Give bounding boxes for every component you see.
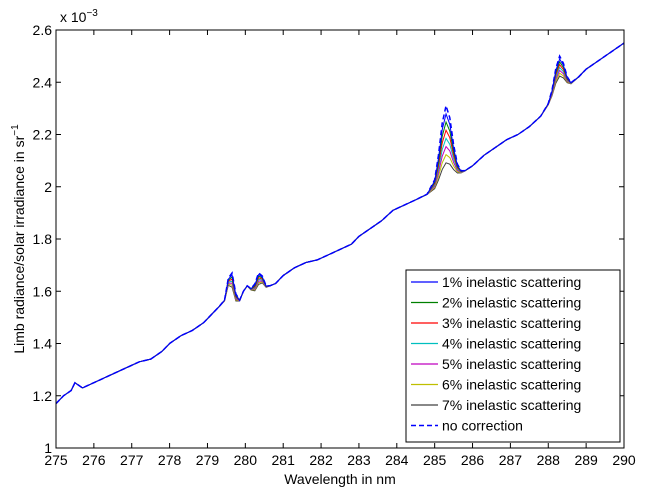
legend-label: 4% inelastic scattering [442, 336, 581, 352]
x-tick-label: 279 [196, 452, 220, 468]
y-tick-label: 2.6 [33, 22, 53, 38]
x-tick-label: 289 [574, 452, 598, 468]
x-tick-label: 287 [499, 452, 523, 468]
y-axis-label: Limb radiance/solar irradiance in sr−1 [10, 124, 27, 354]
y-tick-label: 1 [44, 440, 52, 456]
x-tick-label: 283 [347, 452, 371, 468]
y-axis-label-main: Limb radiance/solar irradiance in sr [11, 135, 27, 353]
legend-label: 3% inelastic scattering [442, 315, 581, 331]
series-layer [56, 42, 624, 405]
y-exponent-power: −3 [86, 8, 98, 19]
x-tick-label: 277 [120, 452, 144, 468]
y-tick-label: 2.4 [33, 74, 53, 90]
y-tick-label: 1.4 [33, 336, 53, 352]
y-axis-label-superscript: −1 [10, 124, 21, 136]
y-tick-label: 1.8 [33, 231, 53, 247]
x-tick-label: 276 [82, 452, 106, 468]
y-tick-label: 1.2 [33, 388, 53, 404]
legend-label: 7% inelastic scattering [442, 397, 581, 413]
x-tick-label: 281 [272, 452, 296, 468]
x-tick-label: 282 [309, 452, 333, 468]
y-tick-label: 2 [44, 179, 52, 195]
legend-label: 1% inelastic scattering [442, 274, 581, 290]
legend-label: 6% inelastic scattering [442, 377, 581, 393]
legend-label: no correction [442, 418, 523, 434]
x-tick-label: 286 [461, 452, 485, 468]
legend: 1% inelastic scattering 2% inelastic scat… [405, 269, 621, 443]
x-axis-label: Wavelength in nm [284, 471, 396, 487]
x-tick-label: 275 [44, 452, 68, 468]
x-tick-label: 284 [385, 452, 409, 468]
legend-label: 5% inelastic scattering [442, 356, 581, 372]
y-exponent-base: x 10 [60, 9, 87, 25]
x-ticks: 275 276 277 278 279 280 281 282 283 284 285 286 287 2… [44, 30, 636, 468]
series-line [56, 42, 624, 405]
x-tick-label: 278 [158, 452, 182, 468]
x-tick-label: 280 [234, 452, 258, 468]
y-tick-label: 2.2 [33, 127, 53, 143]
legend-box [405, 269, 621, 443]
x-tick-label: 288 [537, 452, 561, 468]
y-tick-label: 1.6 [33, 283, 53, 299]
x-tick-label: 285 [423, 452, 447, 468]
x-tick-label: 290 [612, 452, 636, 468]
y-exponent-label: x 10−3 [60, 8, 98, 25]
y-ticks: 1 1.2 1.4 1.6 1.8 2 2.2 2.4 2.6 [33, 22, 624, 456]
legend-label: 2% inelastic scattering [442, 295, 581, 311]
